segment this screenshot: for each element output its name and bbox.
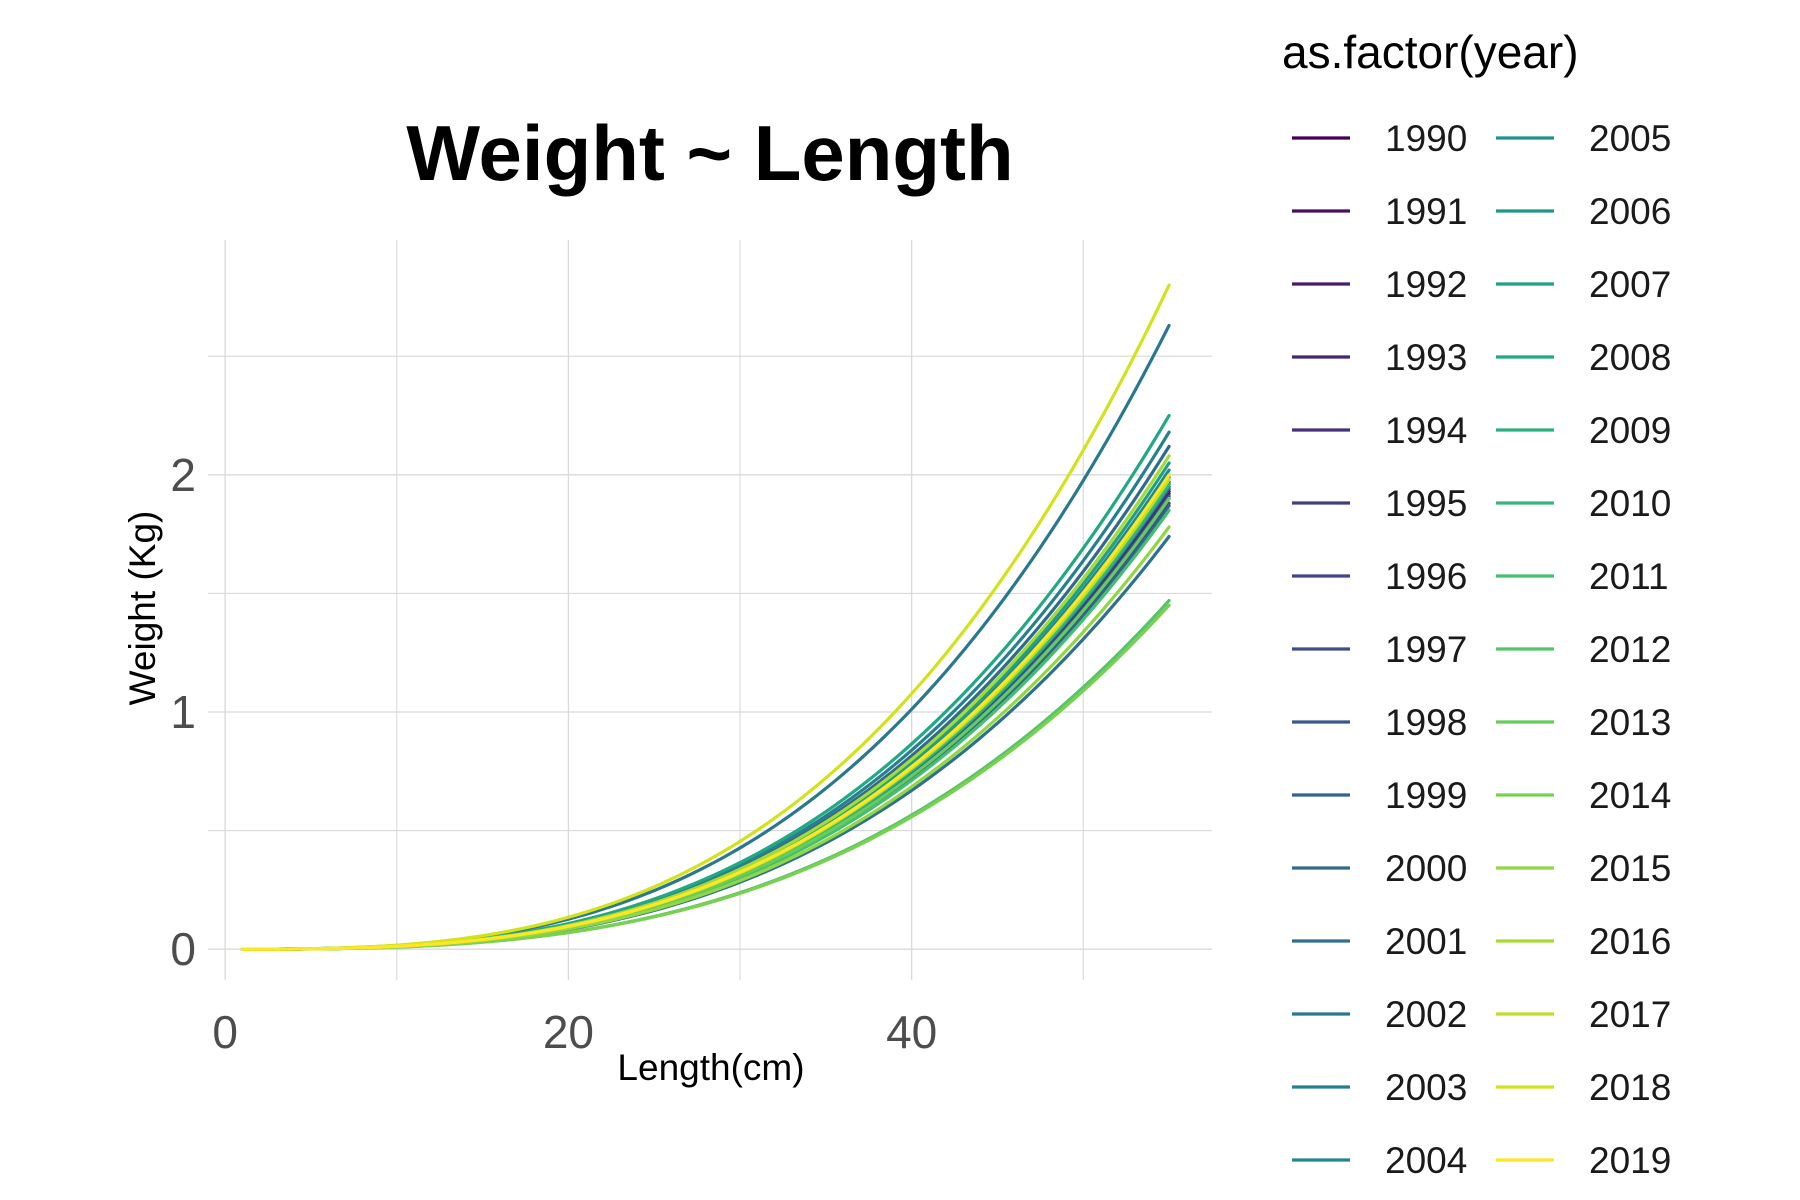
legend-item-2000: 2000 bbox=[1292, 848, 1467, 889]
legend-label: 2017 bbox=[1589, 994, 1671, 1035]
legend-label: 1994 bbox=[1385, 410, 1467, 451]
legend-item-1991: 1991 bbox=[1292, 191, 1467, 232]
legend-label: 2013 bbox=[1589, 702, 1671, 743]
legend-item-2003: 2003 bbox=[1292, 1067, 1467, 1108]
legend-item-2001: 2001 bbox=[1292, 921, 1467, 962]
legend-label: 2008 bbox=[1589, 337, 1671, 378]
legend-label: 2009 bbox=[1589, 410, 1671, 451]
y-tick-label: 0 bbox=[170, 923, 196, 975]
y-axis-title: Weight (Kg) bbox=[122, 511, 163, 706]
legend-label: 2019 bbox=[1589, 1140, 1671, 1181]
legend-item-2011: 2011 bbox=[1496, 556, 1669, 597]
legend-item-2008: 2008 bbox=[1496, 337, 1671, 378]
legend-item-2005: 2005 bbox=[1496, 118, 1671, 159]
series-line-2016 bbox=[240, 454, 1171, 951]
legend-label: 2011 bbox=[1589, 556, 1669, 597]
legend-item-2012: 2012 bbox=[1496, 629, 1671, 670]
legend-label: 2004 bbox=[1385, 1140, 1467, 1181]
series-line-2000 bbox=[240, 444, 1171, 951]
legend-item-1995: 1995 bbox=[1292, 483, 1467, 524]
x-tick-label: 0 bbox=[212, 1006, 238, 1058]
legend-item-1998: 1998 bbox=[1292, 702, 1467, 743]
legend-item-2007: 2007 bbox=[1496, 264, 1671, 305]
legend-item-2016: 2016 bbox=[1496, 921, 1671, 962]
legend-label: 2010 bbox=[1589, 483, 1671, 524]
legend-item-1996: 1996 bbox=[1292, 556, 1467, 597]
legend-label: 2005 bbox=[1589, 118, 1671, 159]
legend-item-1997: 1997 bbox=[1292, 629, 1467, 670]
legend-title: as.factor(year) bbox=[1282, 26, 1579, 78]
legend-label: 2006 bbox=[1589, 191, 1671, 232]
legend-item-2004: 2004 bbox=[1292, 1140, 1467, 1181]
legend-label: 2015 bbox=[1589, 848, 1671, 889]
legend-label: 1993 bbox=[1385, 337, 1467, 378]
series-line-2003 bbox=[240, 430, 1171, 951]
legend-label: 1992 bbox=[1385, 264, 1467, 305]
y-tick-label: 1 bbox=[170, 686, 196, 738]
legend-item-2019: 2019 bbox=[1496, 1140, 1671, 1181]
legend-label: 2000 bbox=[1385, 848, 1467, 889]
legend-items: 1990 1991 1992 1993 1994 1995 1996 1997 1998 1999… bbox=[1292, 118, 1671, 1181]
legend-label: 1990 bbox=[1385, 118, 1467, 159]
chart-title: Weight ~ Length bbox=[406, 109, 1013, 197]
legend-label: 1997 bbox=[1385, 629, 1467, 670]
legend-item-1994: 1994 bbox=[1292, 410, 1467, 451]
legend-item-2002: 2002 bbox=[1292, 994, 1467, 1035]
axis-ticks: 0 20 40 0 1 2 bbox=[170, 449, 937, 1058]
legend-item-2017: 2017 bbox=[1496, 994, 1671, 1035]
legend-label: 2018 bbox=[1589, 1067, 1671, 1108]
legend-label: 1998 bbox=[1385, 702, 1467, 743]
legend-label: 1996 bbox=[1385, 556, 1467, 597]
legend-label: 2002 bbox=[1385, 994, 1467, 1035]
legend: as.factor(year) 1990 1991 1992 1993 1994 1995… bbox=[1282, 26, 1671, 1181]
legend-item-1992: 1992 bbox=[1292, 264, 1467, 305]
legend-label: 2003 bbox=[1385, 1067, 1467, 1108]
legend-item-1993: 1993 bbox=[1292, 337, 1467, 378]
legend-label: 2007 bbox=[1589, 264, 1671, 305]
legend-label: 1995 bbox=[1385, 483, 1467, 524]
x-axis-title: Length(cm) bbox=[617, 1047, 804, 1088]
legend-item-1999: 1999 bbox=[1292, 775, 1467, 816]
legend-label: 1991 bbox=[1385, 191, 1467, 232]
legend-item-2018: 2018 bbox=[1496, 1067, 1671, 1108]
legend-item-2010: 2010 bbox=[1496, 483, 1671, 524]
legend-item-2006: 2006 bbox=[1496, 191, 1671, 232]
legend-item-2013: 2013 bbox=[1496, 702, 1671, 743]
legend-label: 2014 bbox=[1589, 775, 1671, 816]
legend-item-2014: 2014 bbox=[1496, 775, 1671, 816]
legend-label: 2001 bbox=[1385, 921, 1467, 962]
y-tick-label: 2 bbox=[170, 449, 196, 501]
series-lines bbox=[240, 283, 1171, 951]
legend-label: 2012 bbox=[1589, 629, 1671, 670]
x-tick-label: 40 bbox=[886, 1006, 937, 1058]
legend-label: 1999 bbox=[1385, 775, 1467, 816]
series-line-2008 bbox=[240, 413, 1171, 951]
x-tick-label: 20 bbox=[543, 1006, 594, 1058]
series-line-2019 bbox=[240, 473, 1171, 951]
legend-item-2015: 2015 bbox=[1496, 848, 1671, 889]
legend-item-1990: 1990 bbox=[1292, 118, 1467, 159]
legend-item-2009: 2009 bbox=[1496, 410, 1671, 451]
legend-label: 2016 bbox=[1589, 921, 1671, 962]
